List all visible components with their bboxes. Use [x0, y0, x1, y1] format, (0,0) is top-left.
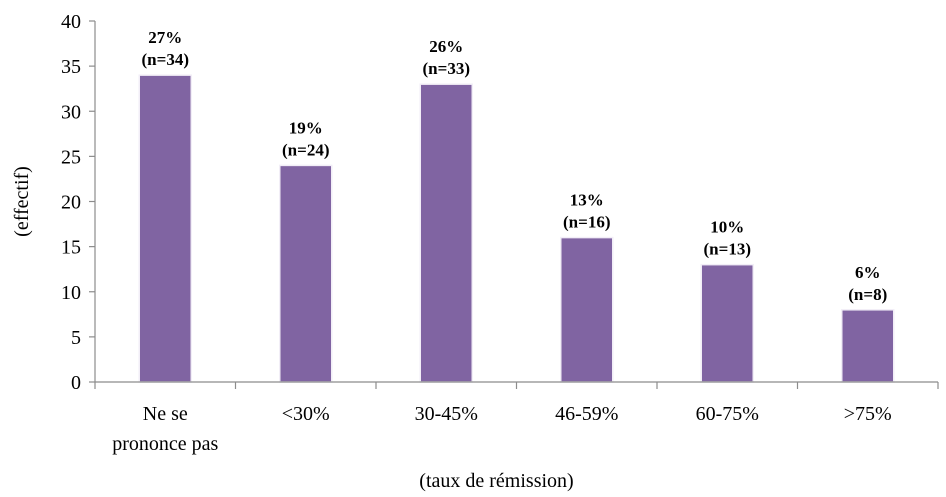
- data-label: (n=8): [848, 285, 887, 304]
- y-tick-label: 0: [71, 372, 81, 394]
- x-axis-title: (taux de rémission): [419, 470, 573, 492]
- bar: [560, 236, 614, 383]
- bars: [138, 74, 895, 383]
- y-axis-ticks: 0 5 10 15 20 25 30 35 40: [61, 11, 939, 394]
- data-label: 27%: [148, 28, 182, 47]
- y-tick-label: 15: [61, 237, 81, 259]
- x-tick-label: 30-45%: [415, 403, 478, 425]
- x-tick-label: prononce pas: [112, 433, 218, 455]
- data-label: (n=34): [142, 50, 189, 69]
- y-axis-title: (effectif): [11, 166, 33, 237]
- x-tick-label: Ne se: [143, 403, 188, 425]
- bar: [138, 74, 192, 383]
- x-tick-label: <30%: [282, 403, 330, 425]
- data-label: 26%: [429, 37, 463, 56]
- y-tick-label: 25: [61, 146, 81, 168]
- data-labels: 27% (n=34) 19% (n=24) 26% (n=33) 13% (n=16) 10% (…: [142, 28, 888, 304]
- data-label: 6%: [855, 263, 881, 282]
- y-tick-label: 10: [61, 282, 81, 304]
- data-label: (n=24): [282, 140, 329, 159]
- data-label: (n=16): [563, 213, 610, 232]
- y-tick-label: 35: [61, 56, 81, 78]
- y-tick-label: 40: [61, 11, 81, 33]
- category-labels: Ne se prononce pas <30% 30-45% 46-59% 60-75% >…: [112, 403, 892, 455]
- y-tick-label: 30: [61, 101, 81, 123]
- bar: [419, 83, 473, 383]
- data-label: 13%: [570, 191, 604, 210]
- data-label: 10%: [710, 218, 744, 237]
- x-tick-label: 60-75%: [696, 403, 759, 425]
- data-label: (n=33): [423, 59, 470, 78]
- bar: [841, 309, 895, 383]
- y-tick-label: 20: [61, 192, 81, 214]
- y-tick-label: 5: [71, 327, 81, 349]
- bar: [700, 263, 754, 383]
- x-tick-label: >75%: [844, 403, 892, 425]
- data-label: (n=13): [704, 240, 751, 259]
- x-tick-label: 46-59%: [555, 403, 618, 425]
- data-label: 19%: [289, 118, 323, 137]
- bar: [279, 164, 333, 383]
